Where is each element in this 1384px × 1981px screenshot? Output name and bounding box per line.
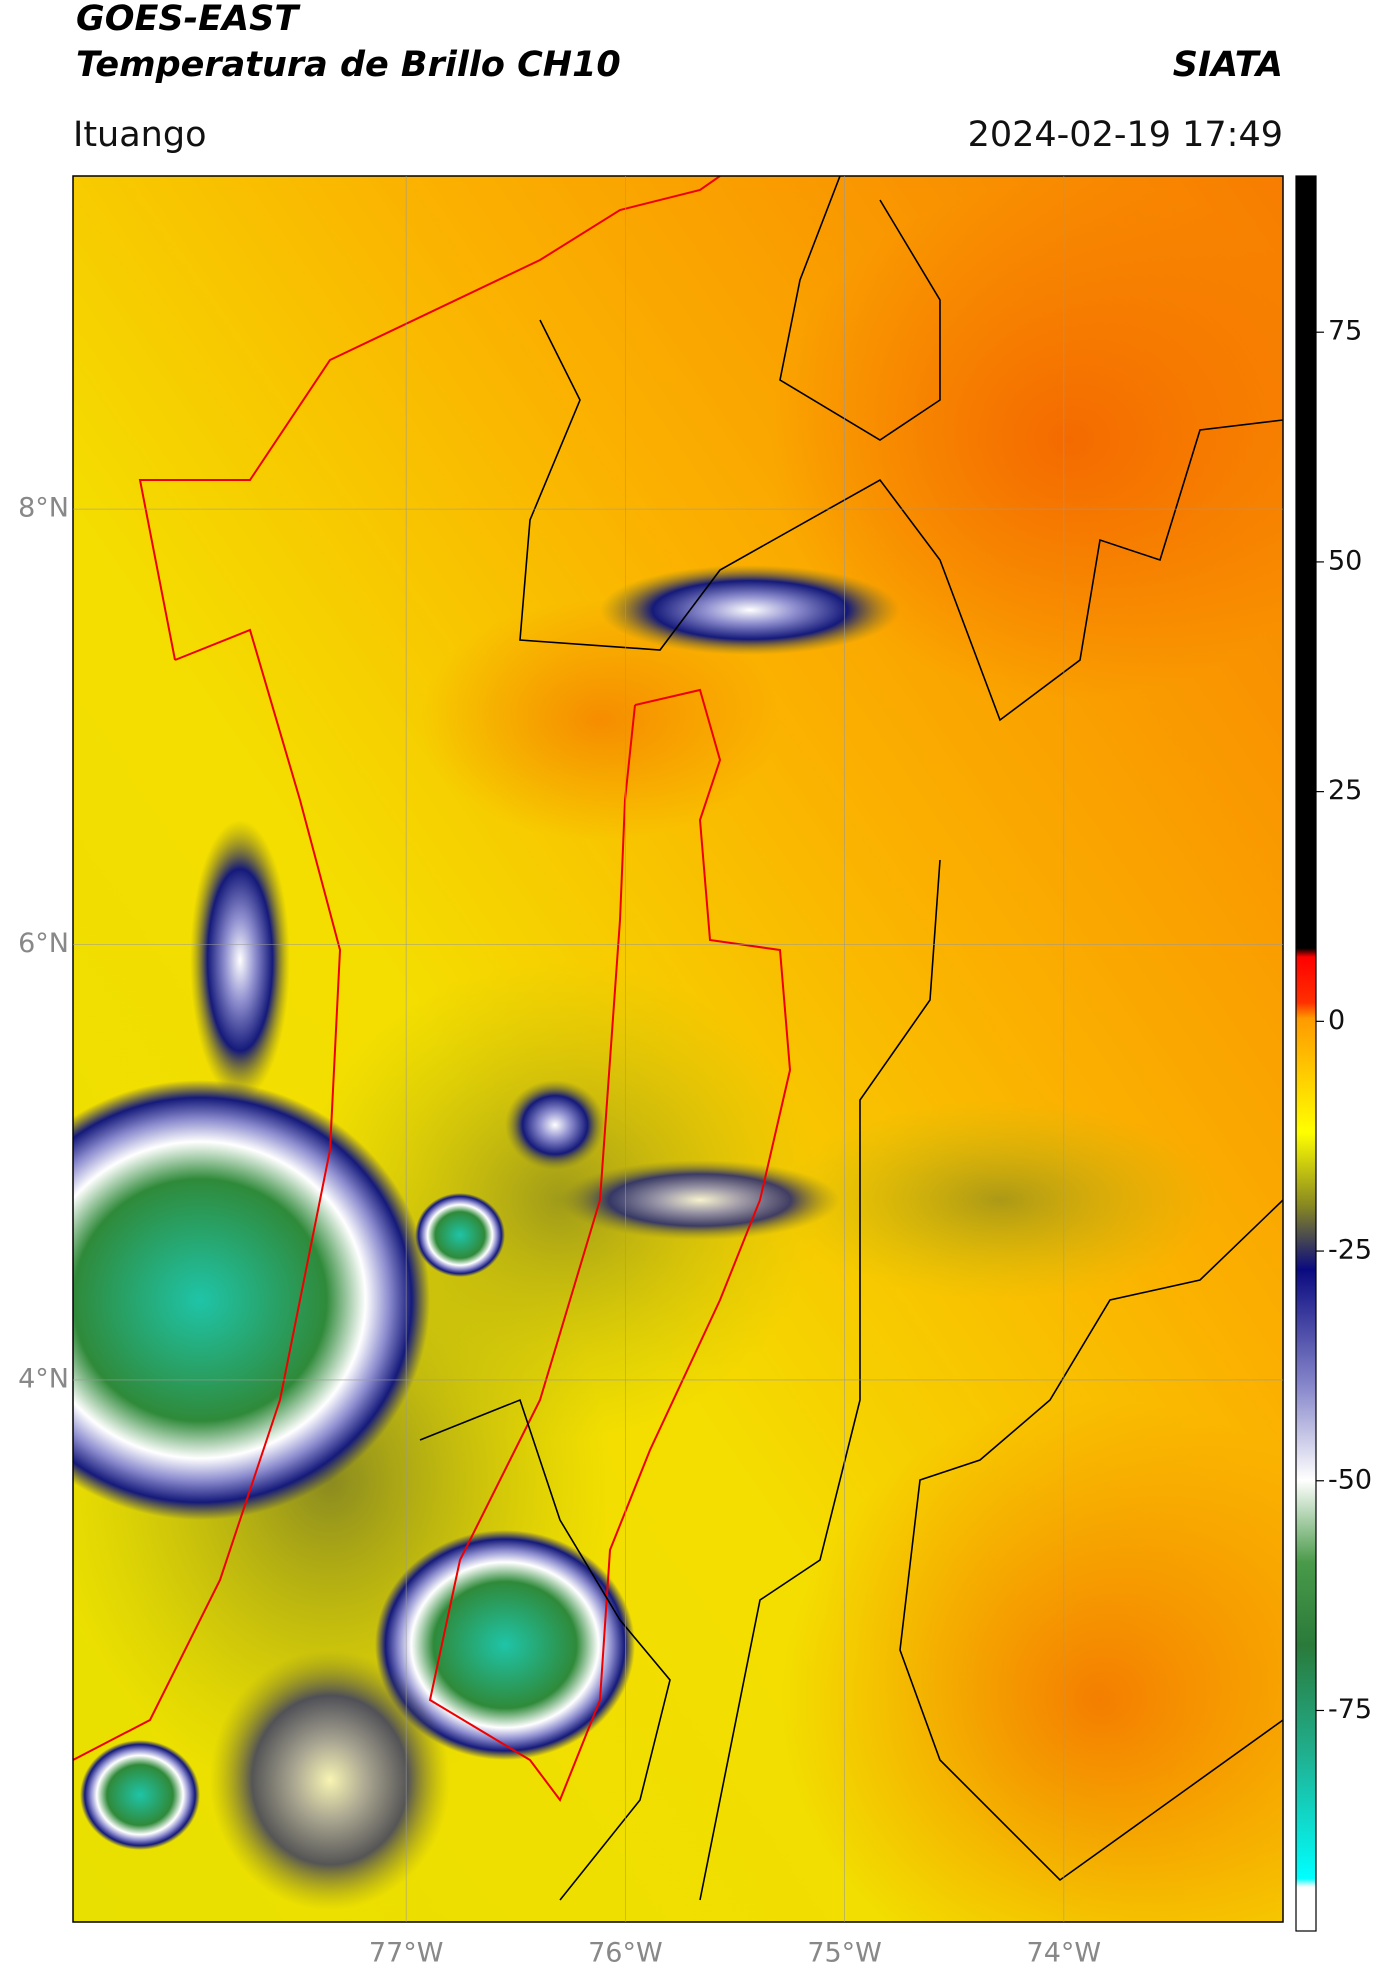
colorbar: [1295, 175, 1317, 1932]
map-imagery: [73, 176, 1283, 1922]
colorbar-tick-label: 75: [1328, 316, 1362, 347]
lon-tick-label: 77°W: [369, 1938, 444, 1969]
lon-tick-label: 75°W: [807, 1938, 882, 1969]
colorbar-tick-label: 50: [1328, 545, 1362, 576]
lon-tick-label: 74°W: [1027, 1938, 1102, 1969]
subtitle: Temperatura de Brillo CH10: [76, 45, 621, 85]
colorbar-tick-label: 25: [1328, 775, 1362, 806]
colorbar-tick-label: -50: [1328, 1464, 1372, 1495]
colorbar-tick-label: -75: [1328, 1694, 1372, 1725]
lat-tick-label: 6°N: [18, 928, 69, 959]
timestamp: 2024-02-19 17:49: [968, 115, 1283, 155]
title: GOES-EAST: [76, 0, 301, 39]
map-frame: [72, 175, 1284, 1923]
lat-tick-label: 8°N: [18, 493, 69, 524]
source: SIATA: [1173, 45, 1283, 85]
region: Ituango: [73, 115, 207, 155]
colorbar-tick-label: 0: [1328, 1005, 1345, 1036]
colorbar-tick-label: -25: [1328, 1235, 1372, 1266]
lon-tick-label: 76°W: [588, 1938, 663, 1969]
lat-tick-label: 4°N: [18, 1363, 69, 1394]
